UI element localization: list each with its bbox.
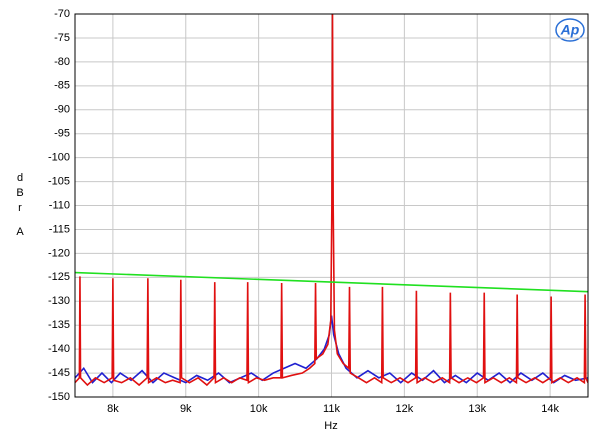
x-axis-label: Hz (324, 420, 337, 432)
y-tick-label: -130 (48, 295, 70, 307)
y-axis-label: r (18, 202, 22, 214)
y-tick-label: -145 (48, 367, 70, 379)
y-tick-label: -120 (48, 247, 70, 259)
y-tick-label: -140 (48, 343, 70, 355)
y-tick-label: -100 (48, 152, 70, 164)
y-axis-label: B (16, 187, 23, 199)
logo-ring (555, 18, 585, 42)
y-tick-label: -115 (49, 223, 70, 235)
y-tick-label: -110 (49, 199, 70, 211)
y-tick-label: -70 (54, 8, 70, 20)
x-tick-label: 11k (323, 403, 340, 415)
y-tick-label: -80 (54, 56, 70, 68)
y-tick-label: -135 (48, 319, 70, 331)
y-axis-label: d (17, 172, 23, 184)
y-tick-label: -85 (54, 80, 70, 92)
y-tick-label: -125 (48, 271, 70, 283)
x-tick-label: 10k (250, 403, 268, 415)
plot-border (74, 13, 589, 398)
logo: Ap (555, 18, 585, 42)
logo-text: Ap (560, 22, 580, 38)
x-tick-label: 8k (107, 403, 119, 415)
x-tick-label: 13k (468, 403, 486, 415)
x-tick-label: 9k (180, 403, 192, 415)
y-tick-label: -105 (48, 175, 70, 187)
y-tick-label: -75 (54, 32, 70, 44)
y-tick-label: -90 (54, 104, 70, 116)
x-tick-label: 14k (541, 403, 559, 415)
series-line (75, 271, 588, 293)
y-axis-label: A (16, 226, 24, 238)
x-tick-label: 12k (395, 403, 413, 415)
plot-area (75, 14, 588, 387)
series-line (75, 14, 588, 387)
y-tick-label: -150 (48, 391, 70, 403)
y-tick-label: -95 (54, 128, 70, 140)
